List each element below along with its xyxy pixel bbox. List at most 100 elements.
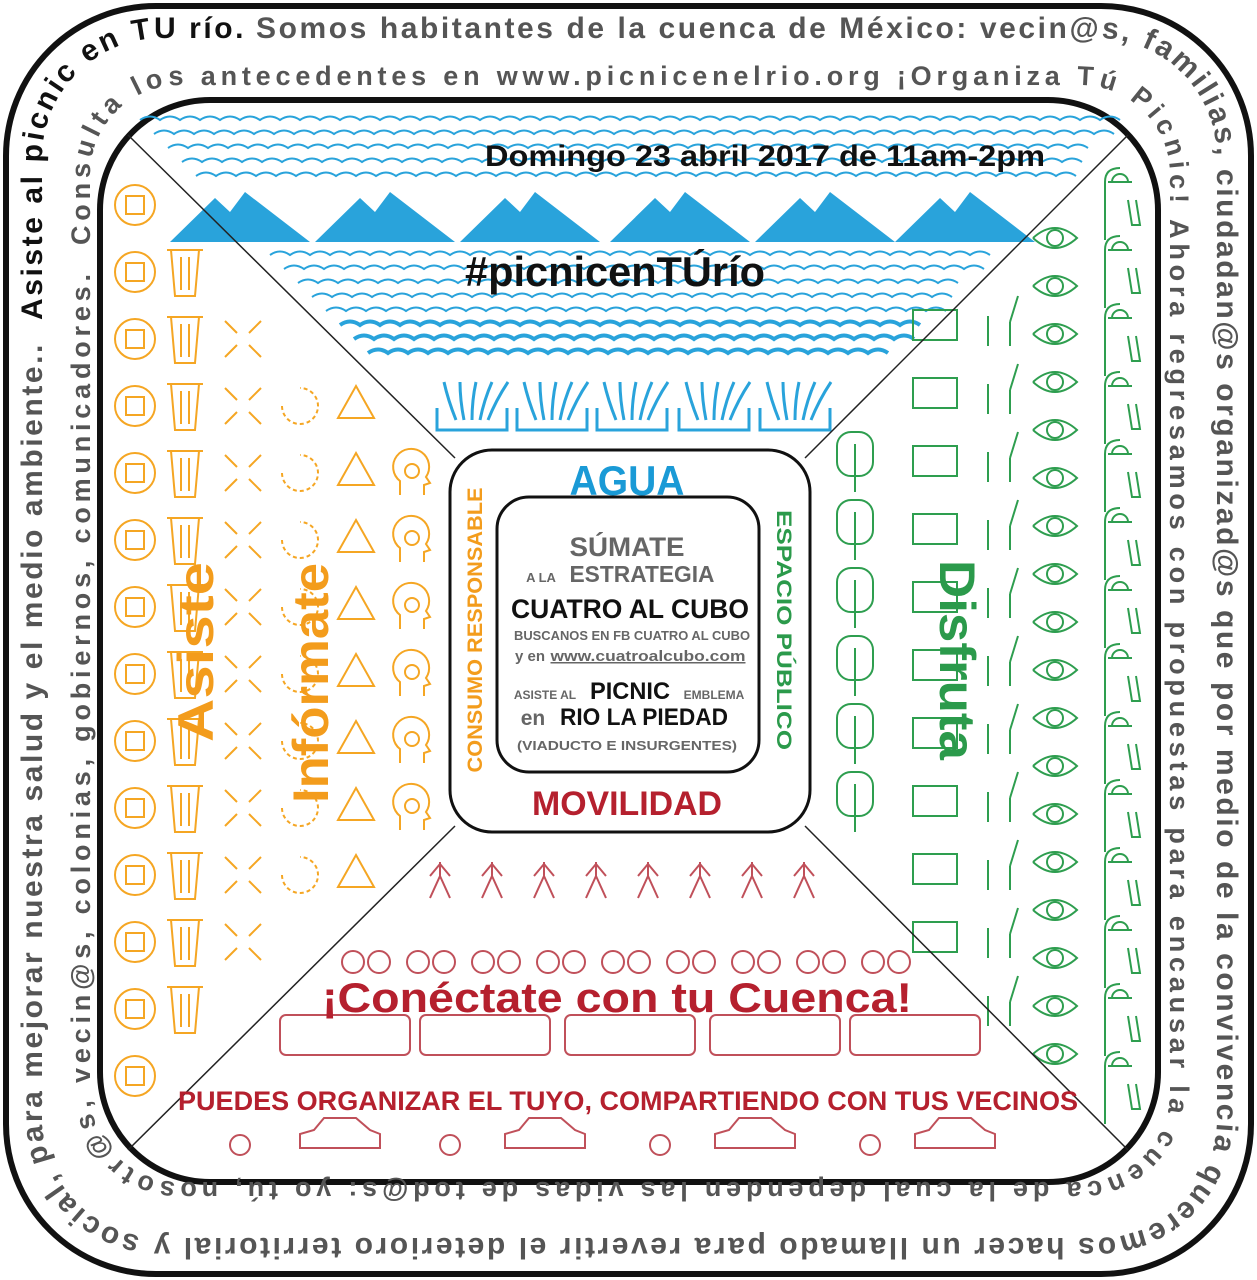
icon-bike — [471, 950, 495, 974]
icon-bus — [564, 1014, 696, 1056]
icon-cube — [125, 530, 145, 550]
icon-bus — [709, 1014, 841, 1056]
icon-lamp — [1104, 983, 1142, 1056]
icon-car — [714, 1117, 796, 1149]
icon-walker — [793, 862, 815, 899]
icon-cube — [114, 452, 156, 494]
icon-cube — [125, 1066, 145, 1086]
icon-arrows — [224, 655, 262, 693]
icon-eye — [1046, 421, 1064, 439]
wave — [283, 264, 985, 271]
wave — [269, 250, 991, 257]
icon-bin — [167, 852, 203, 900]
icon-picnic — [912, 513, 958, 545]
icon-head — [392, 447, 432, 495]
place-note: (VIADUCTO E INSURGENTES) — [517, 738, 737, 753]
icon-eye — [1046, 1045, 1064, 1063]
diagonal — [804, 825, 1129, 1151]
reed — [720, 381, 736, 421]
icon-head — [392, 715, 432, 763]
icon-bike — [692, 950, 716, 974]
wave — [297, 278, 959, 285]
wave — [366, 347, 890, 356]
icon-cube — [114, 1055, 156, 1097]
icon-picnic — [912, 309, 958, 341]
icon-head — [404, 664, 420, 680]
icon-walker — [689, 862, 711, 899]
icon-bin — [167, 986, 203, 1034]
icon-eye — [1046, 373, 1064, 391]
icon-bike — [666, 950, 690, 974]
icon-cube — [114, 653, 156, 695]
icon-cube — [114, 318, 156, 360]
reed — [781, 381, 789, 421]
icon-eye — [1032, 755, 1079, 777]
icon-cube — [125, 932, 145, 952]
icon-picnic — [912, 717, 958, 749]
icon-arrows — [224, 789, 262, 827]
icon-eye — [1046, 901, 1064, 919]
reed — [522, 381, 538, 421]
icon-cube — [125, 798, 145, 818]
icon-cycle — [281, 722, 319, 760]
icon-lamp — [1104, 847, 1142, 920]
icon-eye — [1032, 323, 1079, 345]
website: www.cuatroalcubo.com — [549, 648, 745, 665]
reed — [793, 381, 801, 421]
word-enjoy: Disfruta — [929, 560, 985, 761]
icon-head — [392, 782, 432, 830]
icon-head — [404, 798, 420, 814]
icon-walker — [429, 862, 451, 899]
icon-bike — [757, 950, 781, 974]
reed — [765, 381, 781, 421]
theme-public-space: ESPACIO PÚBLICO — [772, 510, 796, 750]
event-date: Domingo 23 abril 2017 de 11am-2pm — [485, 140, 1045, 173]
reed — [470, 381, 478, 421]
icon-eye — [1046, 709, 1064, 727]
mountain — [460, 192, 600, 242]
icon-head — [392, 581, 432, 629]
icon-picnic — [912, 445, 958, 477]
icon-eye — [1046, 325, 1064, 343]
icon-cube — [125, 999, 145, 1019]
icon-bike — [627, 950, 651, 974]
planter — [595, 408, 669, 432]
icon-cycle — [281, 387, 319, 425]
icon-lamp — [1104, 779, 1142, 852]
wave — [352, 333, 916, 342]
icon-bike — [432, 950, 456, 974]
icon-cycle — [281, 588, 319, 626]
icon-arrows — [224, 320, 262, 358]
icon-arrows — [224, 923, 262, 961]
reed — [538, 381, 546, 421]
wave — [195, 171, 1077, 178]
icon-family — [987, 975, 1019, 1026]
icon-cube — [125, 463, 145, 483]
icon-family — [987, 703, 1019, 754]
icon-recycle — [336, 450, 376, 486]
icon-bike — [796, 950, 820, 974]
emblem: EMBLEMA — [684, 688, 745, 702]
icon-family — [987, 635, 1019, 686]
icon-arrows — [224, 387, 262, 425]
icon-lamp — [1104, 915, 1142, 988]
planter — [758, 408, 832, 432]
icon-head — [392, 514, 432, 562]
reed — [602, 381, 618, 421]
icon-head — [404, 530, 420, 546]
icon-cube — [114, 251, 156, 293]
icon-bin — [167, 919, 203, 967]
icon-bin — [167, 383, 203, 431]
wave — [153, 129, 1115, 136]
icon-eye — [1046, 949, 1064, 967]
wave — [338, 319, 922, 328]
strategy: ESTRATEGIA — [570, 561, 715, 587]
icon-bin — [167, 517, 203, 565]
planter — [435, 408, 509, 432]
icon-walker — [637, 862, 659, 899]
icon-head — [404, 731, 420, 747]
ring-lead: Asiste al picnic en TU río. — [16, 12, 244, 320]
icon-eye — [1032, 419, 1079, 441]
icon-eye — [1032, 659, 1079, 681]
reed — [550, 381, 558, 421]
